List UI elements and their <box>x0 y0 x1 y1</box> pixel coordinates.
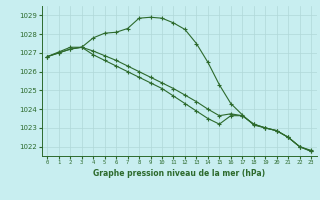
X-axis label: Graphe pression niveau de la mer (hPa): Graphe pression niveau de la mer (hPa) <box>93 169 265 178</box>
